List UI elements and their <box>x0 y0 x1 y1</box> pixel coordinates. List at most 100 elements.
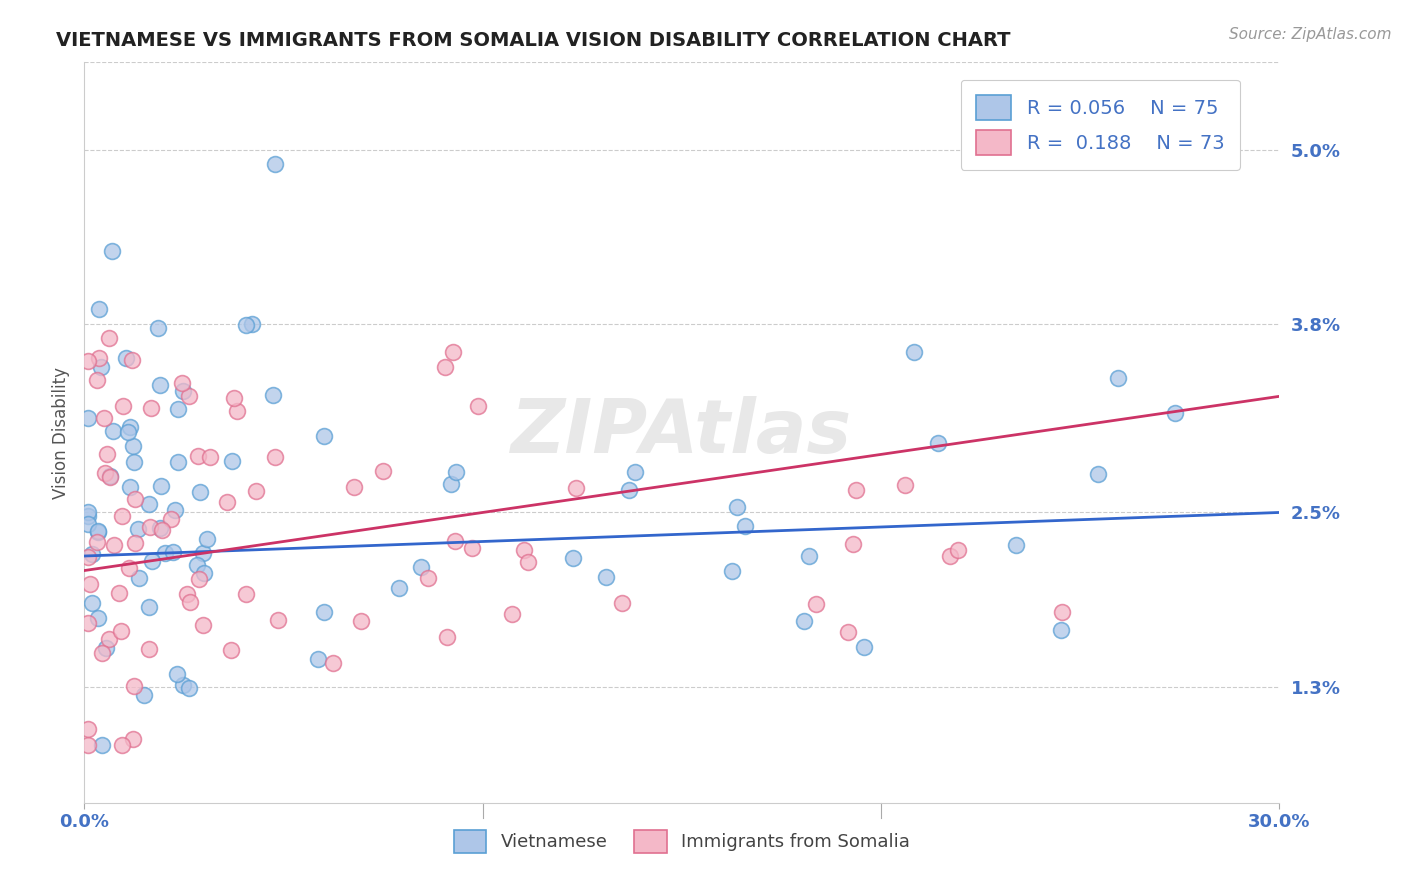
Point <box>149 378 172 392</box>
Point <box>512 542 534 557</box>
Point <box>170 376 193 390</box>
Point <box>150 524 173 538</box>
Point <box>235 587 257 601</box>
Y-axis label: Vision Disability: Vision Disability <box>52 367 70 499</box>
Point <box>91 738 114 752</box>
Point <box>312 429 335 443</box>
Point <box>77 615 100 630</box>
Point <box>77 505 100 519</box>
Point <box>77 354 100 368</box>
Point <box>903 344 925 359</box>
Point <box>79 577 101 591</box>
Point <box>734 519 756 533</box>
Point <box>115 351 138 366</box>
Point <box>176 587 198 601</box>
Legend: Vietnamese, Immigrants from Somalia: Vietnamese, Immigrants from Somalia <box>446 822 918 861</box>
Text: VIETNAMESE VS IMMIGRANTS FROM SOMALIA VISION DISABILITY CORRELATION CHART: VIETNAMESE VS IMMIGRANTS FROM SOMALIA VI… <box>56 31 1011 50</box>
Point <box>416 571 439 585</box>
Point <box>193 566 215 581</box>
Point <box>946 543 969 558</box>
Text: ZIPAtlas: ZIPAtlas <box>512 396 852 469</box>
Point <box>624 465 647 479</box>
Point <box>172 678 194 692</box>
Point <box>436 630 458 644</box>
Point <box>96 447 118 461</box>
Point <box>1164 406 1187 420</box>
Point <box>166 667 188 681</box>
Point <box>188 485 211 500</box>
Point <box>134 688 156 702</box>
Point <box>155 546 177 560</box>
Point <box>87 524 110 539</box>
Point <box>90 646 112 660</box>
Point <box>200 450 222 464</box>
Point <box>187 572 209 586</box>
Point <box>371 464 394 478</box>
Point <box>166 401 188 416</box>
Text: Source: ZipAtlas.com: Source: ZipAtlas.com <box>1229 27 1392 42</box>
Point <box>172 384 194 399</box>
Point <box>77 738 100 752</box>
Point <box>77 516 100 531</box>
Point <box>77 549 100 564</box>
Point <box>139 520 162 534</box>
Point <box>77 508 100 523</box>
Point <box>221 454 243 468</box>
Point <box>108 586 131 600</box>
Point <box>93 466 115 480</box>
Point <box>124 535 146 549</box>
Point <box>122 731 145 746</box>
Point <box>267 613 290 627</box>
Point <box>159 512 181 526</box>
Point <box>90 360 112 375</box>
Point <box>117 425 139 440</box>
Point <box>1107 371 1129 385</box>
Point <box>797 549 820 563</box>
Point <box>80 547 103 561</box>
Point <box>235 318 257 333</box>
Point <box>179 681 201 695</box>
Point <box>193 546 215 560</box>
Point <box>444 465 467 479</box>
Point <box>322 656 344 670</box>
Point <box>77 723 100 737</box>
Point <box>87 302 110 317</box>
Point <box>461 541 484 555</box>
Point <box>82 595 104 609</box>
Point <box>222 392 245 406</box>
Point <box>101 425 124 439</box>
Point <box>138 498 160 512</box>
Point <box>146 320 169 334</box>
Point <box>111 509 134 524</box>
Point <box>264 450 287 464</box>
Point <box>111 738 134 752</box>
Point <box>179 594 201 608</box>
Point <box>77 411 100 425</box>
Point <box>149 479 172 493</box>
Point <box>187 449 209 463</box>
Point <box>141 553 163 567</box>
Point <box>141 401 163 416</box>
Point <box>162 545 184 559</box>
Point <box>444 533 467 548</box>
Point <box>191 618 214 632</box>
Point <box>87 351 110 365</box>
Point <box>127 522 149 536</box>
Point <box>245 484 267 499</box>
Point <box>349 614 371 628</box>
Point <box>240 317 263 331</box>
Point <box>893 478 915 492</box>
Point <box>219 643 242 657</box>
Point <box>97 331 120 345</box>
Point <box>844 483 866 498</box>
Point <box>343 479 366 493</box>
Point <box>86 611 108 625</box>
Point <box>927 435 949 450</box>
Point <box>110 624 132 638</box>
Point <box>122 439 145 453</box>
Point <box>118 480 141 494</box>
Point <box>128 571 150 585</box>
Point <box>124 492 146 507</box>
Point <box>1050 605 1073 619</box>
Point <box>501 607 523 622</box>
